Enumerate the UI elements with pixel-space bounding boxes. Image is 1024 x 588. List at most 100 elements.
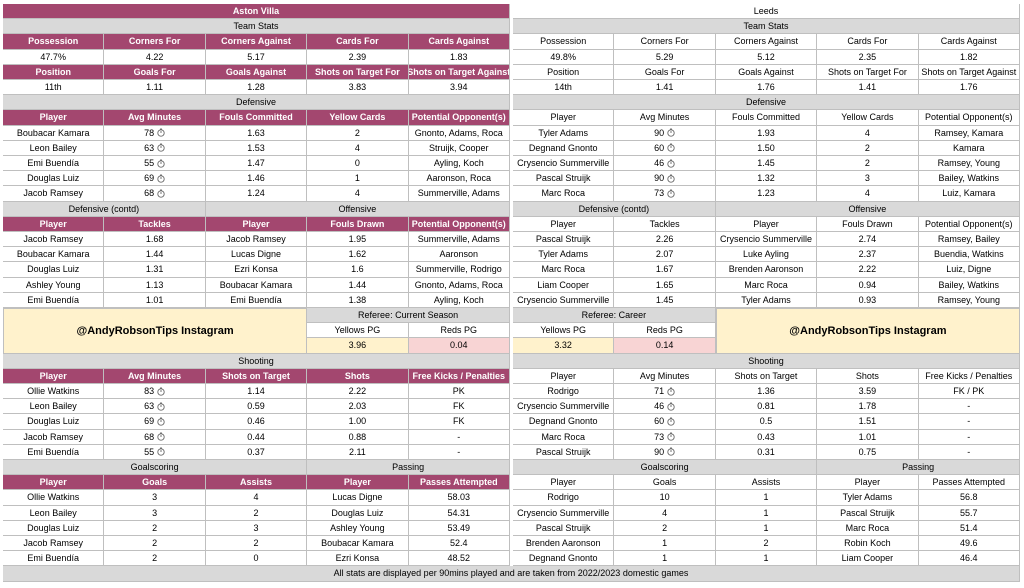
- cell-text: 2: [253, 538, 259, 549]
- table-cell: 1.45: [715, 156, 818, 172]
- column-header: Position: [513, 64, 615, 80]
- table-cell: 3: [817, 171, 919, 187]
- cell-text: 73: [654, 431, 665, 442]
- table-cell: 1.83: [408, 49, 510, 65]
- cell-text: 1.13: [145, 279, 164, 290]
- table-cell: 3: [104, 505, 206, 521]
- cell-text: Tyler Adams: [538, 127, 588, 138]
- cell-text: 0.94: [858, 279, 877, 290]
- column-header: Player: [715, 216, 818, 232]
- cell-text: 1: [662, 553, 668, 564]
- table-cell: -: [408, 429, 510, 445]
- column-header: Shots on Target: [205, 368, 308, 384]
- cell-text: 0.37: [247, 446, 265, 457]
- column-header: Free Kicks / Penalties: [408, 368, 510, 384]
- cell-text: Passing: [392, 462, 425, 473]
- table-cell: 1.63: [205, 125, 308, 141]
- cell-text: 1.78: [858, 401, 877, 412]
- table-cell: Ayling, Koch: [408, 156, 510, 172]
- table-cell: 2.74: [817, 232, 919, 248]
- table-cell: 2: [307, 125, 409, 141]
- table-cell: Ezri Konsa: [205, 262, 308, 278]
- table-cell: Leon Bailey: [3, 505, 105, 521]
- cell-text: Douglas Luiz: [331, 507, 384, 518]
- cell-text: 0.59: [247, 401, 265, 412]
- column-header: Avg Minutes: [614, 110, 716, 126]
- table-cell: 4: [614, 505, 716, 521]
- cell-text: Ashley Young: [330, 522, 385, 533]
- table-cell: 63: [104, 140, 206, 156]
- section-title: Shooting: [513, 353, 1020, 369]
- table-cell: 2: [614, 520, 716, 536]
- footer-note: All stats are displayed per 90mins playe…: [3, 566, 1020, 582]
- cell-text: Emi Buendía: [230, 294, 282, 305]
- table-cell: Jacob Ramsey: [205, 232, 308, 248]
- table-cell: 1.76: [918, 80, 1020, 96]
- table-cell: Summerville, Adams: [408, 186, 510, 202]
- cell-text: 1.46: [247, 173, 265, 184]
- cell-text: 2.22: [348, 386, 367, 397]
- cell-text: Possession: [28, 36, 79, 47]
- column-header: Shots on Target Against: [918, 64, 1020, 80]
- cell-text: -: [457, 431, 461, 442]
- cell-text: Gnonto, Adams, Roca: [414, 279, 503, 290]
- cell-text: 0.46: [247, 416, 265, 427]
- table-cell: Leon Bailey: [3, 399, 105, 415]
- column-header: Yellows PG: [513, 323, 615, 339]
- column-header: Shots on Target: [715, 368, 818, 384]
- table-cell: 0.31: [715, 444, 818, 460]
- cell-text: 0.14: [655, 340, 674, 351]
- cell-text: Team Stats: [743, 21, 789, 32]
- column-header: Yellows PG: [307, 323, 409, 339]
- table-cell: Tyler Adams: [513, 125, 615, 141]
- cell-text: @AndyRobsonTips Instagram: [789, 324, 947, 337]
- cell-text: Possession: [540, 36, 587, 47]
- cell-text: -: [457, 446, 461, 457]
- table-cell: Gnonto, Adams, Roca: [408, 125, 510, 141]
- section-title: Defensive: [513, 95, 1020, 111]
- table-cell: Lucas Digne: [205, 247, 308, 263]
- cell-text: Reds PG: [646, 325, 683, 336]
- cell-text: 5.17: [247, 51, 265, 62]
- cell-text: 90: [654, 446, 665, 457]
- cell-text: 78: [144, 127, 155, 138]
- table-cell: Crysencio Summerville: [513, 399, 615, 415]
- column-header: Avg Minutes: [614, 368, 716, 384]
- table-cell: 1.44: [307, 277, 409, 293]
- table-cell: 3.83: [307, 80, 409, 96]
- cell-text: 83: [144, 386, 155, 397]
- cell-text: Bailey, Watkins: [938, 279, 1000, 290]
- cell-text: Marc Roca: [541, 264, 585, 275]
- section-title: Shooting: [3, 353, 510, 369]
- table-cell: 55.7: [918, 505, 1020, 521]
- cell-text: Team Stats: [233, 21, 279, 32]
- table-cell: 4: [817, 125, 919, 141]
- cell-text: 1.45: [655, 294, 674, 305]
- cell-text: Avg Minutes: [639, 112, 690, 123]
- table-cell: 1.31: [104, 262, 206, 278]
- table-cell: 2: [104, 520, 206, 536]
- cell-text: 1.14: [247, 386, 265, 397]
- cell-text: 1.51: [858, 416, 877, 427]
- cell-text: 49.8%: [550, 51, 576, 62]
- reds-value: 0.04: [408, 338, 510, 354]
- cell-text: Boubacar Kamara: [321, 538, 394, 549]
- cell-text: 52.4: [450, 538, 468, 549]
- cell-text: 1.01: [145, 294, 164, 305]
- table-cell: Tyler Adams: [817, 490, 919, 506]
- cell-text: 2: [662, 522, 668, 533]
- table-cell: Ollie Watkins: [3, 384, 105, 400]
- cell-text: @AndyRobsonTips Instagram: [76, 324, 234, 337]
- table-cell: Marc Roca: [513, 262, 615, 278]
- table-cell: 2.11: [307, 444, 409, 460]
- cell-text: Fouls Committed: [731, 112, 800, 123]
- cell-text: 1.83: [450, 51, 468, 62]
- cell-text: Avg Minutes: [128, 370, 182, 381]
- column-header: Fouls Committed: [205, 110, 308, 126]
- stopwatch-icon: [667, 387, 675, 396]
- cell-text: 3.96: [348, 340, 367, 351]
- table-cell: Jacob Ramsey: [3, 186, 105, 202]
- cell-text: Leeds: [753, 6, 779, 17]
- table-cell: Jacob Ramsey: [3, 536, 105, 552]
- cell-text: 1.6: [351, 264, 364, 275]
